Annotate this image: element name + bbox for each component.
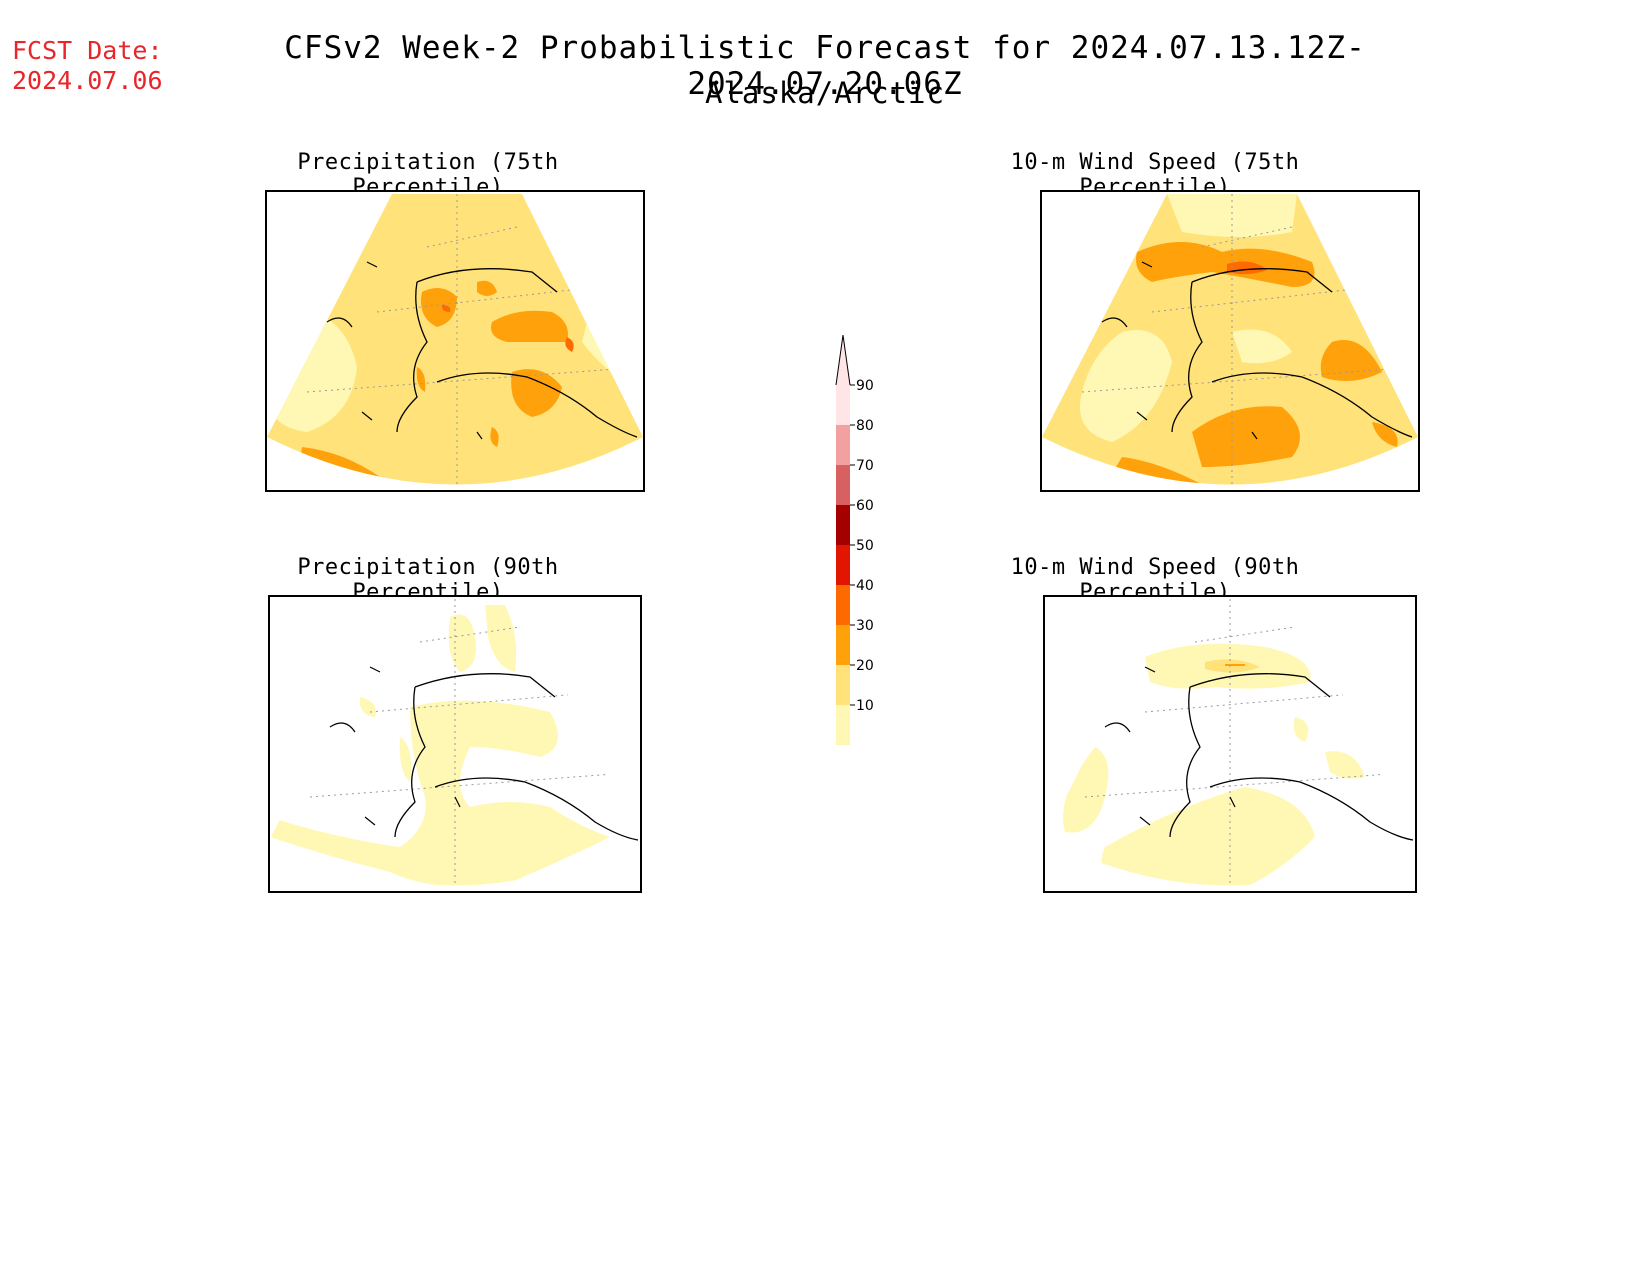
page-title: CFSv2 Week-2 Probabilistic Forecast for …	[284, 30, 1366, 102]
legend-top-extension	[835, 335, 851, 386]
map-panel-wind-75	[1040, 190, 1420, 492]
island-coastline	[329, 666, 461, 826]
map-wind-75	[1042, 194, 1418, 485]
legend-bins: 10 20 30 40 50 60 70 80 90	[835, 335, 874, 745]
prob-region-30	[1136, 242, 1315, 287]
prob-region-30	[1372, 422, 1398, 447]
prob-region-10	[1063, 747, 1109, 833]
fcst-date-block: FCST Date: 2024.07.06	[12, 36, 163, 96]
panel-title-wind-75: 10-m Wind Speed (75th Percentile)	[1010, 150, 1300, 200]
legend-tick-label: 40	[856, 578, 874, 594]
prob-region-30	[491, 310, 568, 342]
light-region	[267, 312, 357, 432]
prob-region-40	[441, 305, 451, 312]
wedge-fill	[1045, 599, 1415, 886]
prob-region-10	[270, 700, 610, 886]
island-coastline	[1101, 261, 1258, 440]
legend-bin	[836, 625, 850, 665]
wedge-fill	[267, 194, 643, 485]
prob-region-10	[399, 737, 412, 782]
alaska-coastline	[1169, 673, 1414, 841]
prob-region-40	[565, 337, 574, 352]
legend-tick-label: 60	[856, 498, 874, 514]
color-legend: 10 20 30 40 50 60 70 80 90	[835, 335, 874, 745]
alaska-coastline	[396, 268, 638, 438]
prob-region-10	[1101, 787, 1315, 886]
island-coastline	[1104, 666, 1236, 826]
map-panel-wind-90	[1043, 595, 1417, 893]
legend-bin	[836, 705, 850, 745]
legend-tick-label: 20	[856, 658, 874, 674]
legend-bin	[836, 385, 850, 425]
legend-tick-label: 80	[856, 418, 874, 434]
map-panel-precip-90	[268, 595, 642, 893]
map-wind-90	[1045, 599, 1415, 886]
legend-tick-label: 30	[856, 618, 874, 634]
legend-tick-label: 70	[856, 458, 874, 474]
map-panel-precip-75	[265, 190, 645, 492]
legend-tick-label: 90	[856, 378, 874, 394]
light-region	[1080, 330, 1172, 442]
legend-bin	[836, 665, 850, 705]
prob-region-10	[448, 614, 476, 672]
legend-bin	[836, 545, 850, 585]
alaska-coastline	[394, 673, 639, 841]
prob-region-30	[421, 288, 457, 327]
prob-region-10	[1325, 751, 1365, 779]
map-precip-75	[267, 194, 643, 485]
graticule	[1084, 599, 1415, 886]
prob-region-30	[511, 369, 562, 417]
prob-region-30	[490, 427, 499, 447]
region-subtitle: Alaska/Arctic	[705, 76, 945, 110]
light-region	[1232, 329, 1292, 364]
fcst-date-value: 2024.07.06	[12, 66, 163, 95]
light-region	[1167, 194, 1297, 237]
prob-region-30	[1320, 340, 1382, 381]
legend-bin	[836, 425, 850, 465]
prob-region-30	[477, 280, 497, 296]
prob-region-10	[1293, 717, 1309, 742]
prob-region-10	[485, 605, 517, 672]
island-coastline	[326, 261, 483, 440]
legend-bin	[836, 465, 850, 505]
map-precip-90	[270, 599, 640, 886]
prob-region-30	[416, 367, 426, 392]
legend-tick-label: 10	[856, 698, 874, 714]
legend-bin	[836, 585, 850, 625]
alaska-coastline	[1171, 268, 1413, 438]
legend-bin	[836, 505, 850, 545]
legend-tick-label: 50	[856, 538, 874, 554]
fcst-date-label: FCST Date:	[12, 36, 163, 65]
prob-region-30	[1192, 406, 1300, 467]
graticule	[309, 599, 640, 886]
